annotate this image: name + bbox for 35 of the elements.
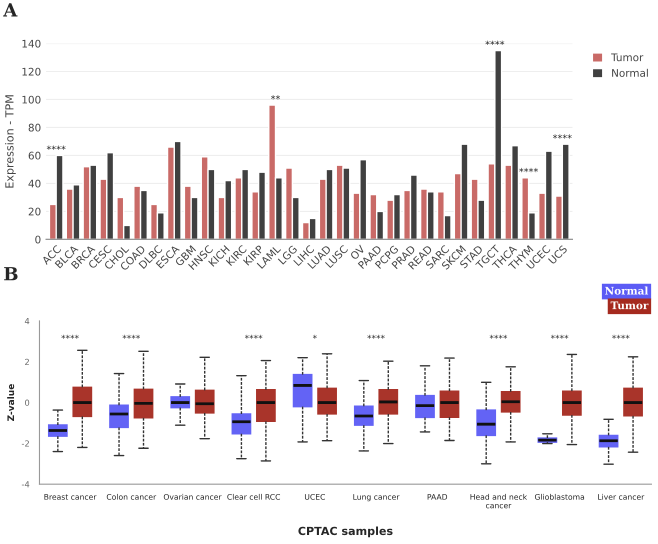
chart-title: A: [3, 3, 18, 16]
y-axis-title: Expression - TPM: [5, 95, 16, 188]
x-axis-title: CPTAC samples: [298, 526, 393, 538]
y-tick-label: 2: [25, 358, 29, 365]
y-tick-label: 60: [28, 152, 41, 160]
legend-label: Tumor: [611, 54, 644, 62]
y-tick-label: 40: [28, 180, 41, 188]
annotation: **: [270, 95, 280, 100]
annotation: ****: [552, 134, 572, 139]
legend-label: Normal: [612, 68, 648, 77]
y-tick-label: 80: [28, 124, 41, 132]
y-tick-label: 140: [22, 40, 41, 48]
y-tick-label: 0: [35, 236, 41, 244]
annotation: ****: [490, 334, 508, 339]
y-axis-title: Z-value: [7, 384, 14, 422]
annotation: *: [312, 334, 317, 339]
annotation: ****: [61, 334, 79, 339]
annotation: ****: [485, 40, 504, 46]
annotation: ****: [46, 145, 66, 150]
y-tick-label: 120: [22, 68, 41, 76]
annotation: ****: [367, 334, 385, 339]
annotation: ****: [550, 334, 568, 339]
y-tick-label: 4: [24, 318, 30, 324]
y-tick-label: -2: [22, 440, 29, 447]
chart-title: B: [4, 267, 18, 280]
annotation: ****: [122, 334, 140, 339]
text: Normal: [605, 286, 648, 295]
y-tick-label: 0: [25, 400, 30, 406]
y-tick-label: 20: [28, 208, 41, 216]
text: Tumor: [610, 302, 648, 310]
annotation: ****: [612, 334, 630, 339]
annotation: ****: [519, 168, 538, 172]
annotation: ****: [244, 334, 262, 339]
y-tick-label: 100: [22, 96, 41, 104]
y-tick-label: -4: [22, 481, 30, 488]
